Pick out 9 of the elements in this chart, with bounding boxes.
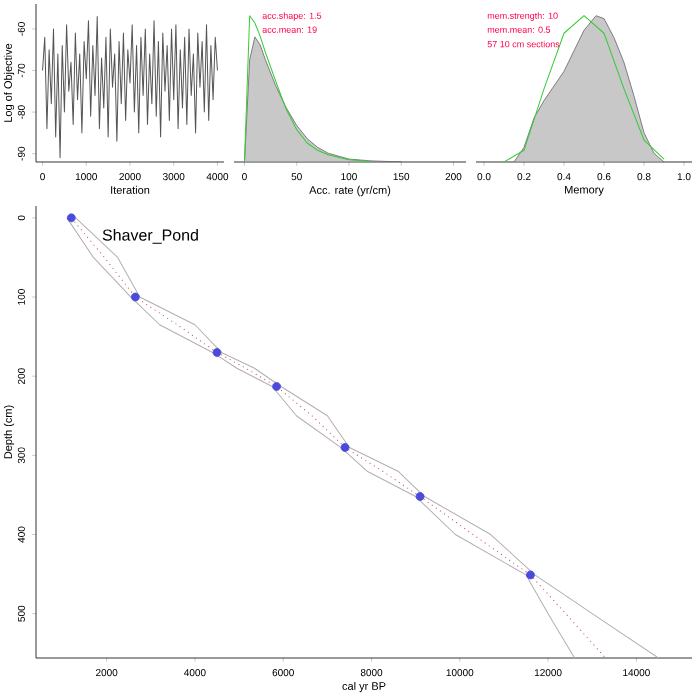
point: [66, 213, 76, 223]
line-series: [42, 15, 218, 159]
annotation: Shaver_Pond: [102, 228, 198, 244]
point: [272, 382, 281, 391]
point: [130, 292, 140, 302]
point: [212, 348, 222, 357]
point: [340, 443, 350, 452]
point: [526, 570, 535, 580]
point: [415, 492, 425, 501]
